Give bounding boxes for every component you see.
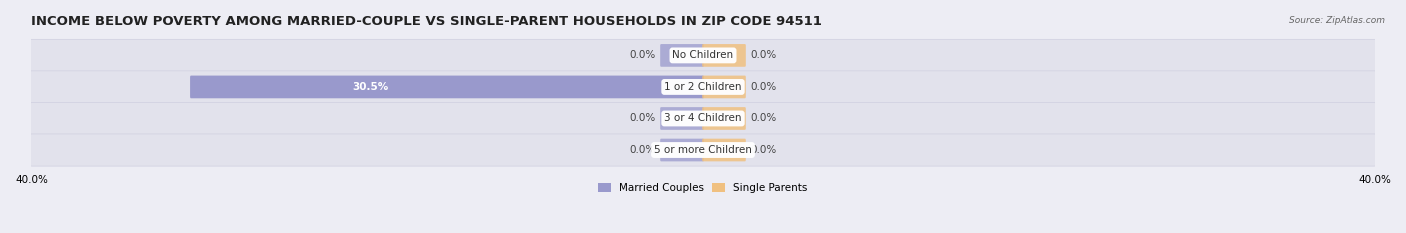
FancyBboxPatch shape — [30, 71, 1376, 103]
FancyBboxPatch shape — [702, 107, 745, 130]
Text: Source: ZipAtlas.com: Source: ZipAtlas.com — [1289, 16, 1385, 25]
FancyBboxPatch shape — [190, 75, 704, 98]
Text: 30.5%: 30.5% — [352, 82, 388, 92]
Text: No Children: No Children — [672, 50, 734, 60]
FancyBboxPatch shape — [30, 102, 1376, 135]
FancyBboxPatch shape — [661, 139, 704, 161]
FancyBboxPatch shape — [702, 44, 745, 67]
FancyBboxPatch shape — [702, 139, 745, 161]
Text: 0.0%: 0.0% — [749, 82, 776, 92]
FancyBboxPatch shape — [30, 134, 1376, 166]
FancyBboxPatch shape — [661, 44, 704, 67]
Text: 1 or 2 Children: 1 or 2 Children — [664, 82, 742, 92]
Text: 5 or more Children: 5 or more Children — [654, 145, 752, 155]
Text: 0.0%: 0.0% — [749, 50, 776, 60]
FancyBboxPatch shape — [702, 75, 745, 98]
Text: 3 or 4 Children: 3 or 4 Children — [664, 113, 742, 123]
FancyBboxPatch shape — [30, 39, 1376, 72]
Text: 0.0%: 0.0% — [630, 145, 657, 155]
FancyBboxPatch shape — [661, 107, 704, 130]
Text: 0.0%: 0.0% — [630, 50, 657, 60]
Text: 0.0%: 0.0% — [749, 113, 776, 123]
Legend: Married Couples, Single Parents: Married Couples, Single Parents — [595, 179, 811, 197]
Text: 0.0%: 0.0% — [630, 113, 657, 123]
Text: INCOME BELOW POVERTY AMONG MARRIED-COUPLE VS SINGLE-PARENT HOUSEHOLDS IN ZIP COD: INCOME BELOW POVERTY AMONG MARRIED-COUPL… — [31, 15, 823, 28]
Text: 0.0%: 0.0% — [749, 145, 776, 155]
